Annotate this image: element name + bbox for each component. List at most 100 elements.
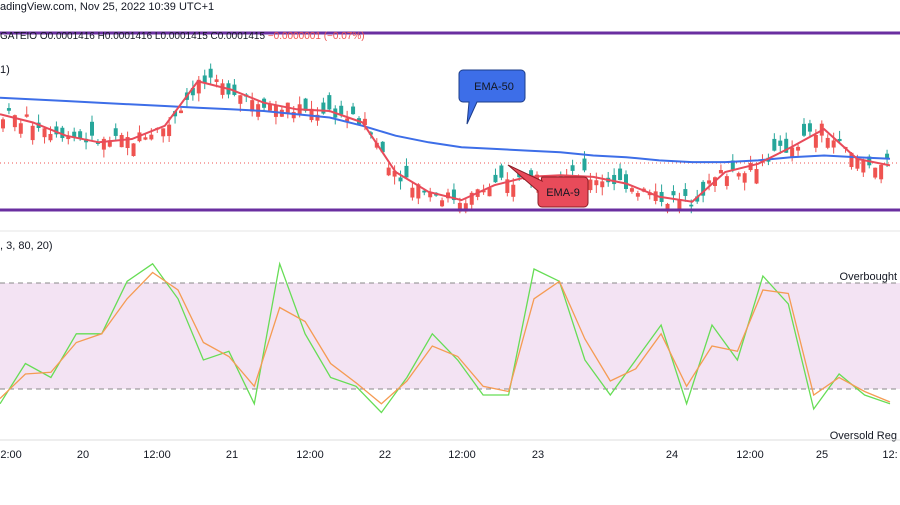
candle-body [173,111,178,117]
candle-body [60,127,65,139]
candle-body [232,84,237,95]
candle-body [6,108,11,111]
candle-body [594,180,599,186]
candle-body [179,110,183,114]
x-tick-label: 12:00 [0,449,22,461]
candle-body [18,123,23,134]
candle-body [778,140,783,146]
overbought-label: Overbought [840,271,897,283]
ema9-callout: EMA-9 [507,164,589,208]
candle-body [790,147,795,157]
candle-body [380,141,385,153]
candle-body [879,164,884,180]
candle-body [113,128,118,136]
candle-body [849,152,854,168]
candle-body [446,192,450,199]
candle-body [855,158,860,169]
candle-body [161,128,166,137]
ema50-label: EMA-50 [474,81,514,93]
time-axis: 12:00 20 12:00 21 12:00 22 12:00 23 24 12:00 25 12: [0,439,900,461]
candle-body [72,131,77,138]
candle-body [724,176,729,186]
candle-body [831,140,836,148]
candle-body [683,189,688,196]
price-pane-label: 1) [0,64,10,76]
candle-body [582,158,587,171]
candle-body [268,103,272,111]
ema-lines [0,80,891,203]
candle-body [677,199,682,210]
candle-body [208,68,213,78]
candle-body [742,173,747,183]
candle-body [303,98,308,111]
oversold-label: Oversold Reg [830,430,897,442]
candle-body [511,184,516,197]
candle-body [885,153,890,159]
candle-body [440,200,445,207]
candle-body [635,193,640,197]
x-tick-label: 12:00 [736,449,764,461]
x-tick-label: 25 [816,449,828,461]
candle-body [481,190,486,193]
candle-body [339,105,344,115]
price-change: −0.0000001 (−0.07%) [267,31,365,42]
candle-body [48,133,53,141]
candle-body [410,187,415,198]
candle-body [220,83,225,95]
candle-body [196,79,201,94]
candle-body [618,168,623,181]
x-tick-label: 12:00 [448,449,476,461]
x-tick-label: 22 [379,449,391,461]
candle-body [837,138,842,142]
candle-body [813,135,818,148]
candle-body [451,189,456,201]
ema9-line [0,80,891,203]
candle-body [861,160,866,173]
candle-body [404,165,409,178]
candle-body [125,137,130,149]
candle-body [398,177,403,182]
candle-body [701,181,706,196]
candle-body [665,203,670,212]
candle-body [469,192,474,205]
candle-body [250,100,255,112]
stochastic-params: , 3, 80, 20) [0,240,53,252]
candle-body [600,181,605,188]
candle-body [66,136,71,140]
candle-body [588,179,593,191]
candle-body [386,167,391,176]
candle-body [718,170,723,174]
candle-body [24,114,29,117]
candle-body [362,118,367,126]
candle-body [291,112,296,119]
candle-body [612,174,617,185]
candle-body [345,118,350,122]
stochastic-lines [0,261,891,414]
candle-body [529,170,534,181]
candle-body [315,114,320,121]
candle-body [493,174,498,183]
candle-body [689,204,694,207]
candle-body [327,95,332,110]
ema50-line [0,96,891,164]
candle-body [695,196,700,202]
candle-body [754,169,759,184]
candle-body [505,179,510,193]
candle-body [238,95,243,104]
candle-body [629,188,634,192]
candle-body [202,75,207,83]
candle-body [54,126,59,135]
candle-body [78,131,83,139]
candle-body [90,121,94,136]
ema9-label: EMA-9 [546,187,580,199]
candle-body [671,191,676,196]
candle-body [825,137,830,148]
stoch-k-line [0,261,891,414]
candle-body [730,160,735,170]
x-tick-label: 23 [532,449,544,461]
candle-body [807,123,812,132]
candle-body [167,124,172,137]
candle-body [149,134,154,140]
